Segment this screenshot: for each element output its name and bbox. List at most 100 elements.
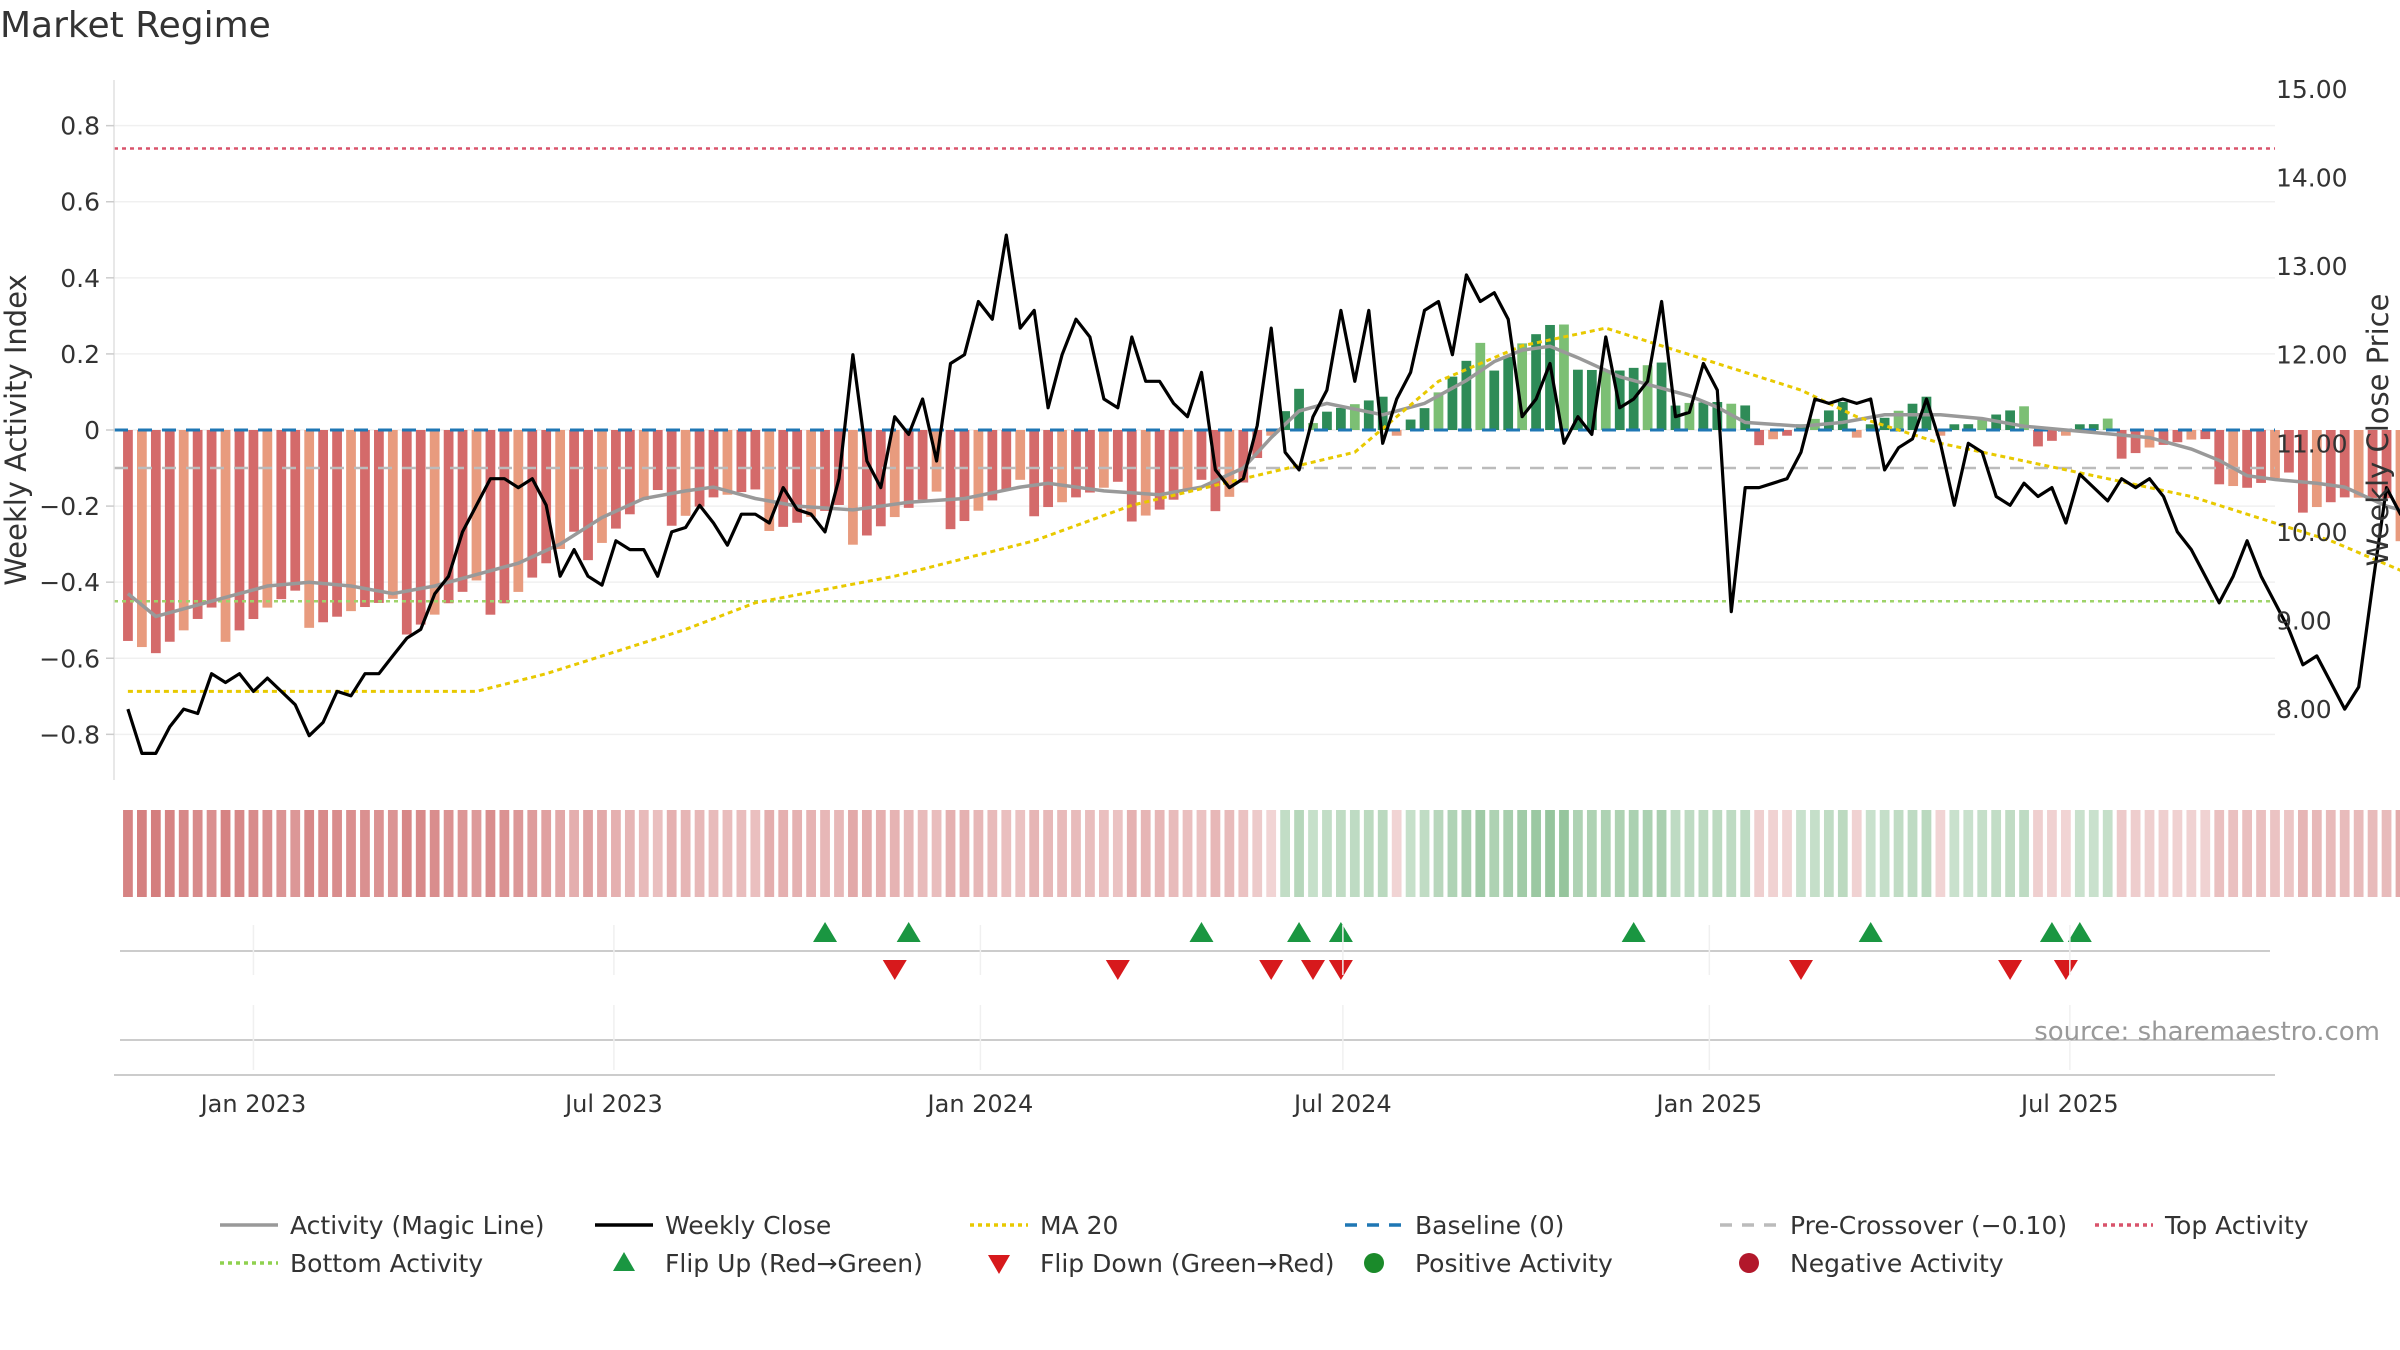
left-tick-label: 0.2 [60,340,100,369]
regime-cell [2102,810,2113,897]
regime-cell [1949,810,1960,897]
regime-cell [513,810,524,897]
activity-bar [1754,430,1765,446]
regime-cell [708,810,719,897]
regime-cell [1112,810,1123,897]
activity-bar [513,430,524,592]
regime-cell [1126,810,1137,897]
regime-cell [2074,810,2085,897]
activity-bar [889,430,900,518]
activity-bar [1684,402,1695,430]
activity-bar [415,430,426,625]
activity-bar [1475,342,1486,430]
activity-bar [624,430,635,515]
reference-lines [114,147,2275,603]
activity-bar [1656,362,1667,430]
legend-label: Bottom Activity [290,1249,483,1278]
regime-cell [2088,810,2099,897]
regime-cell [1391,810,1402,897]
activity-bar [555,430,566,549]
flip-up-marker [896,922,921,942]
regime-cell [778,810,789,897]
legend-swatch [1364,1253,1384,1273]
left-tick-label: 0 [84,416,100,445]
bottom-panel: Jan 2023 Jul 2023 Jan 2024 Jul 2024 Jan 2025… [114,925,2380,1118]
activity-bar [374,430,384,603]
regime-cell [1712,810,1723,897]
regime-cell [1600,810,1611,897]
activity-bar [764,430,775,531]
regime-cell [1336,810,1346,897]
right-tick-label: 15.00 [2276,75,2348,104]
regime-cell [2381,810,2392,897]
regime-cell [1879,810,1890,897]
activity-bar [2047,430,2057,441]
regime-cell [248,810,259,897]
left-tick-label: −0.6 [39,644,100,673]
activity-panel: 0.8 0.6 0.4 0.2 0 −0.2 −0.4 −0.6 −0.8 15.00 14.00… [0,75,2400,780]
activity-bar [875,430,886,527]
activity-bar [304,430,315,628]
regime-cell [164,810,175,897]
regime-cell [1907,810,1918,897]
regime-cell [471,810,482,897]
activity-bar [290,430,301,591]
activity-bar [1726,403,1737,430]
ma20-line [127,326,2400,693]
regime-cell [1057,810,1067,897]
regime-cell [1001,810,1012,897]
activity-bar [485,430,496,615]
regime-cell [1266,810,1277,897]
regime-cell [457,810,468,897]
regime-cell [1545,810,1555,897]
regime-cell [694,810,705,897]
regime-cell [750,810,761,897]
regime-cell [638,810,649,897]
regime-cell [234,810,245,897]
activity-bar [945,430,956,530]
activity-bar [1447,376,1458,430]
regime-cell [1768,810,1778,897]
activity-bar [987,430,998,501]
activity-bar [2353,430,2364,498]
regime-cell [304,810,315,897]
activity-bar [2116,430,2127,459]
source-label: source: sharemaestro.com [2034,1017,2380,1047]
regime-cell [1029,810,1040,897]
flip-down-marker [1998,960,2023,980]
activity-bar [736,430,747,493]
activity-bar [1559,324,1569,430]
regime-cell [2200,810,2211,897]
activity-bar [1029,430,1040,517]
regime-cell [861,810,872,897]
activity-bar [1112,430,1123,482]
regime-cell [1559,810,1569,897]
activity-bar [2200,430,2211,440]
regime-cell [1935,810,1946,897]
regime-cell [1531,810,1541,897]
regime-cell [1754,810,1765,897]
regime-cell [1433,810,1444,897]
activity-bar [1600,370,1611,430]
legend-swatch [1739,1253,1759,1273]
regime-cell [2047,810,2057,897]
activity-bar [861,430,872,536]
regime-cell [1252,810,1263,897]
activity-bar [1224,430,1235,497]
flip-down-marker [1301,960,1326,980]
right-tick-label: 14.00 [2276,163,2348,192]
activity-bar [192,430,203,619]
legend-entry: Flip Up (Red→Green) [613,1249,923,1278]
flip-down-marker [1105,960,1130,980]
activity-bar [1823,410,1834,430]
regime-cell [1085,810,1095,897]
activity-bar [1391,430,1402,436]
regime-cell [2144,810,2155,897]
flip-up-marker [1858,922,1883,942]
activity-bar [276,430,287,600]
activity-bar [262,430,273,608]
regime-cell [1656,810,1667,897]
flip-down-marker [882,960,907,980]
activity-bar [346,430,356,612]
